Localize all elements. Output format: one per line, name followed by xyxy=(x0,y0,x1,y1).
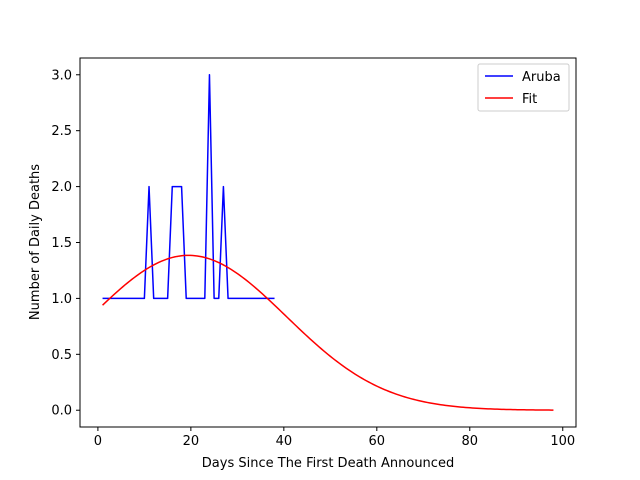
legend-label-fit: Fit xyxy=(522,92,537,107)
x-tick-label: 0 xyxy=(94,434,102,449)
x-tick-label: 20 xyxy=(183,434,200,449)
legend: Aruba Fit xyxy=(477,63,570,112)
series-line-fit xyxy=(102,254,554,411)
y-tick-label: 2.0 xyxy=(51,180,72,195)
x-tick-label: 40 xyxy=(276,434,293,449)
plot-background xyxy=(80,58,576,427)
series-line-aruba xyxy=(102,74,275,300)
y-tick-label: 0.0 xyxy=(51,404,72,419)
y-axis-title: Number of Daily Deaths xyxy=(28,164,43,320)
y-tick-label: 1.0 xyxy=(51,292,72,307)
y-axis-ticks: 0.0 0.5 1.0 1.5 2.0 2.5 3.0 xyxy=(51,68,80,419)
y-tick-label: 1.5 xyxy=(51,236,72,251)
x-tick-label: 100 xyxy=(550,434,575,449)
x-tick-label: 80 xyxy=(462,434,479,449)
series-layer xyxy=(102,74,554,411)
x-tick-label: 60 xyxy=(369,434,386,449)
y-tick-label: 3.0 xyxy=(51,68,72,83)
x-axis-title: Days Since The First Death Announced xyxy=(202,456,454,471)
y-tick-label: 2.5 xyxy=(51,124,72,139)
legend-label-aruba: Aruba xyxy=(522,70,561,85)
y-tick-label: 0.5 xyxy=(51,348,72,363)
x-axis-ticks: 0 20 40 60 80 100 xyxy=(94,427,575,449)
